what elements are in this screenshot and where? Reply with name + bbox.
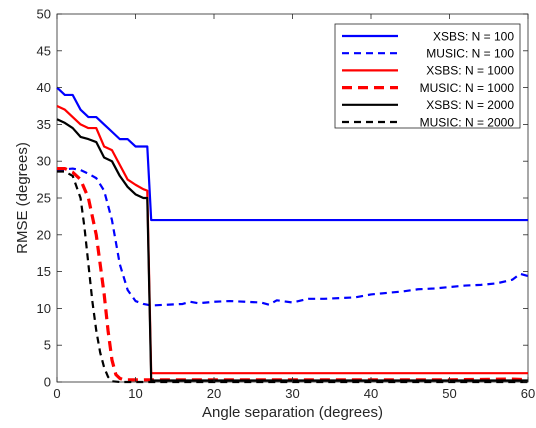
x-axis-title: Angle separation (degrees): [202, 404, 383, 421]
x-tick-label: 50: [442, 386, 456, 401]
legend-label-3: XSBS: N = 1000: [426, 64, 514, 78]
series-line-1: [56, 86, 528, 222]
y-tick-label: 5: [44, 338, 51, 353]
y-tick-label: 20: [37, 227, 51, 242]
y-tick-label: 0: [44, 375, 51, 390]
y-tick-label: 15: [37, 264, 51, 279]
y-tick-label: 35: [37, 117, 51, 132]
y-tick-label: 30: [37, 154, 51, 169]
axis-layer: 0 10 20 30 40 50 60 0 5 10 15 20 25 30 35 40 45 50: [37, 7, 536, 402]
x-tick-label: 30: [285, 386, 299, 401]
x-tick-label: 20: [207, 386, 221, 401]
legend-label-2: MUSIC: N = 100: [426, 47, 514, 61]
y-axis-title: RMSE (degrees): [14, 142, 31, 254]
y-tick-label: 25: [37, 191, 51, 206]
legend-label-5: XSBS: N = 2000: [426, 98, 514, 112]
legend-box: [334, 23, 521, 129]
x-tick-label: 40: [364, 386, 378, 401]
x-tick-label: 10: [128, 386, 142, 401]
legend-label-4: MUSIC: N = 1000: [420, 81, 515, 95]
legend: XSBS: N = 100 MUSIC: N = 100 XSBS: N = 100…: [334, 23, 521, 129]
y-tick-label: 45: [37, 43, 51, 58]
series-line-2: [56, 167, 529, 307]
legend-label-1: XSBS: N = 100: [433, 29, 514, 43]
x-tick-label: 0: [53, 386, 60, 401]
series-line-5: [56, 118, 528, 382]
x-tick-label: 60: [521, 386, 535, 401]
series-line-6: [57, 170, 528, 384]
series-line-3: [56, 105, 528, 375]
y-tick-label: 10: [37, 301, 51, 316]
series-layer: [56, 86, 529, 384]
y-tick-label: 50: [37, 7, 51, 22]
legend-label-6: MUSIC: N = 2000: [420, 115, 515, 129]
y-tick-label: 40: [37, 80, 51, 95]
